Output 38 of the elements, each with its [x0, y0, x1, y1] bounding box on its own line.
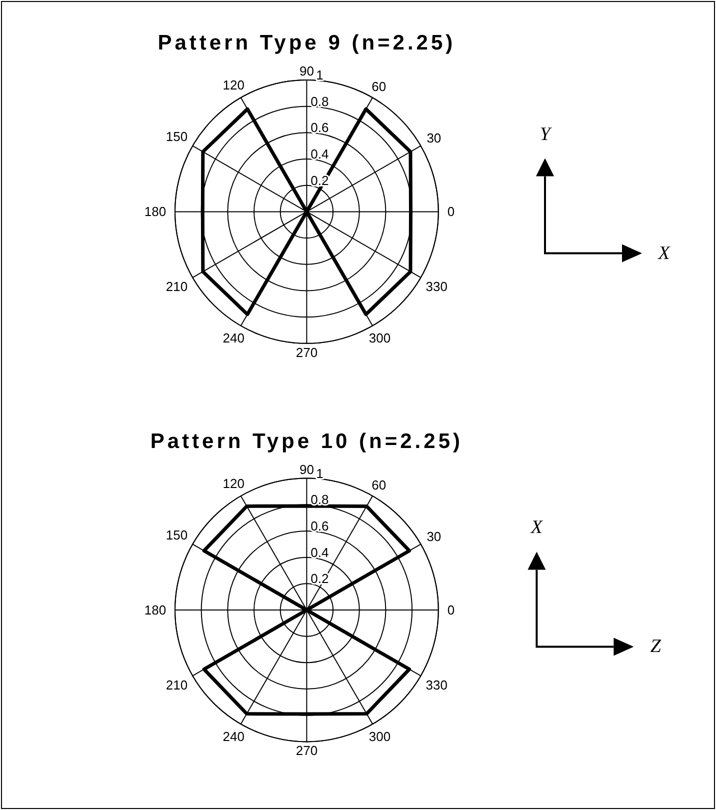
spoke-label: 150: [166, 129, 188, 144]
spoke-label: 180: [144, 602, 166, 618]
y-tick-label: 0.6: [310, 518, 329, 534]
spoke-label: 300: [368, 330, 391, 346]
spoke-label: 30: [426, 529, 442, 544]
y-tick-label: 0.6: [310, 120, 329, 136]
spoke-label: 150: [166, 527, 188, 542]
spoke-label: 60: [372, 79, 386, 94]
chart-title: Pattern Type 10 (n=2.25): [150, 430, 464, 453]
spoke-label: 270: [296, 344, 318, 360]
text: Y: [540, 124, 553, 145]
spoke-label: 210: [166, 279, 188, 294]
y-tick-label: 0.4: [310, 544, 329, 560]
y-tick-label: 0.4: [310, 146, 329, 162]
y-tick-label: 1: [316, 68, 324, 82]
spoke-label: 330: [426, 279, 448, 294]
spoke-label: 0: [447, 602, 455, 618]
spoke-label: 270: [296, 743, 318, 758]
spoke-label: 60: [372, 478, 386, 493]
spoke-label: 120: [222, 78, 244, 93]
spoke-label: 120: [222, 476, 244, 491]
spoke-label: 90: [299, 64, 314, 78]
y-tick-label: 0.8: [310, 94, 329, 109]
spoke-label: 0: [447, 204, 455, 220]
spoke-label: 90: [299, 462, 314, 477]
y-tick-label: 1: [316, 466, 324, 481]
text: X: [530, 517, 544, 538]
chart-title: Pattern Type 9 (n=2.25): [158, 32, 456, 55]
spoke-label: 300: [368, 729, 391, 744]
y-tick-label: 0.8: [310, 492, 329, 508]
spoke-label: 240: [222, 330, 244, 346]
spoke-label: 330: [426, 678, 448, 693]
spoke-label: 30: [426, 130, 442, 146]
text: X: [657, 242, 672, 264]
text: Z: [650, 636, 662, 658]
spoke-label: 180: [144, 204, 166, 220]
spoke-label: 240: [222, 729, 244, 744]
spoke-label: 210: [166, 678, 188, 693]
